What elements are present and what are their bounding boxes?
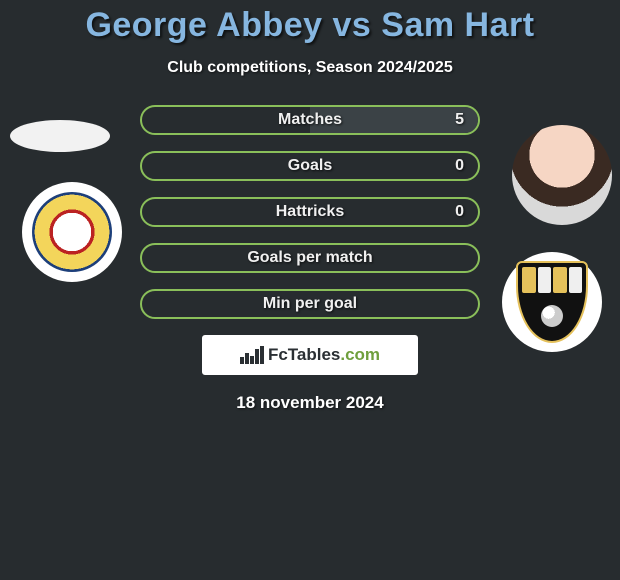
page-title: George Abbey vs Sam Hart [0,0,620,45]
stat-row-matches: Matches 5 [140,105,480,135]
date-label: 18 november 2024 [0,393,620,413]
stat-label: Goals per match [142,245,478,271]
club-left-badge-inner [32,192,112,272]
club-right-badge [502,252,602,352]
stat-row-min-per-goal: Min per goal [140,289,480,319]
brand-domain: .com [340,345,380,364]
stat-row-goals-per-match: Goals per match [140,243,480,273]
club-left-badge-text [32,192,112,272]
subtitle: Club competitions, Season 2024/2025 [0,59,620,77]
club-right-badge-ball [541,305,563,327]
stat-label: Min per goal [142,291,478,317]
stats-container: Matches 5 Goals 0 Hattricks 0 Goals per … [140,105,480,319]
player-right-avatar [512,125,612,225]
brand-box[interactable]: FcTables.com [202,335,418,375]
stat-value-right: 0 [455,153,464,179]
club-right-badge-inner [516,261,588,343]
stat-label: Matches [142,107,478,133]
player-left-avatar [10,120,110,152]
stat-row-hattricks: Hattricks 0 [140,197,480,227]
stat-row-goals: Goals 0 [140,151,480,181]
brand-name: FcTables [268,345,340,364]
club-left-badge [22,182,122,282]
brand-text: FcTables.com [268,345,380,365]
stat-value-right: 5 [455,107,464,133]
club-right-badge-top [522,267,582,293]
brand-bars-icon [240,346,262,364]
stat-label: Goals [142,153,478,179]
stat-value-right: 0 [455,199,464,225]
stat-label: Hattricks [142,199,478,225]
